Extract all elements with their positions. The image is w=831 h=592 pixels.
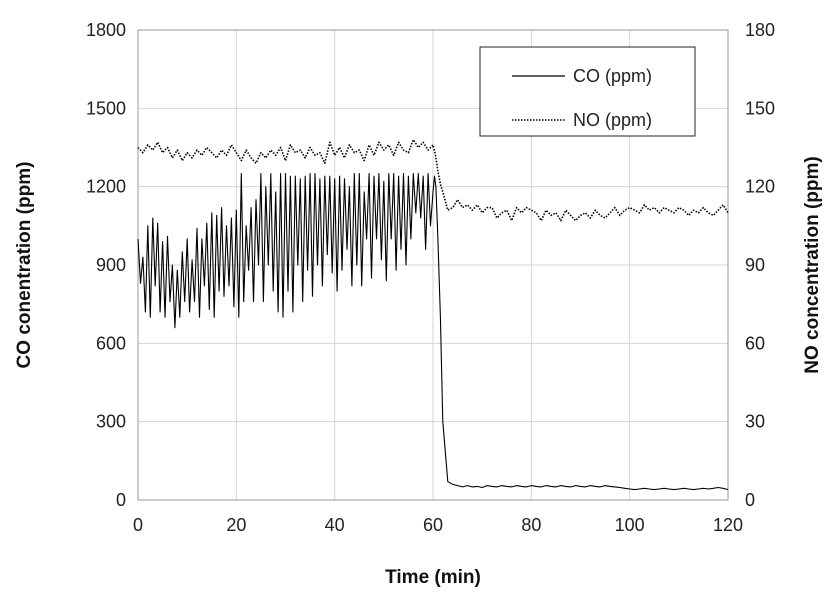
series-lines (137, 138, 729, 491)
left-y-tick-label: 1500 (86, 98, 126, 118)
legend-box (479, 46, 696, 137)
left-y-tick-label: 0 (116, 490, 126, 510)
right-y-tick-label: 60 (745, 333, 765, 353)
right-y-tick-label: 150 (745, 98, 775, 118)
left-y-axis-title: CO conentration (ppm) (14, 162, 35, 369)
x-tick-label: 100 (615, 515, 645, 535)
tick-labels: 0 20 40 60 80 100 1200300600900120015001800030… (86, 20, 775, 535)
legend: CO (ppm) NO (ppm) (479, 46, 696, 137)
x-tick-label: 80 (521, 515, 541, 535)
right-y-tick-label: 180 (745, 20, 775, 40)
right-y-axis-title: NO concentration (ppm) (802, 156, 823, 373)
right-y-tick-label: 0 (745, 490, 755, 510)
x-tick-label: 0 (133, 515, 143, 535)
x-axis-title: Time (min) (385, 567, 481, 588)
left-y-tick-label: 1800 (86, 20, 126, 40)
series-line-co (137, 173, 729, 491)
right-y-tick-label: 120 (745, 177, 775, 197)
left-y-tick-label: 900 (96, 255, 126, 275)
legend-label-co: CO (ppm) (573, 66, 652, 86)
left-y-tick-label: 600 (96, 333, 126, 353)
right-y-tick-label: 90 (745, 255, 765, 275)
right-y-tick-label: 30 (745, 412, 765, 432)
legend-label-no: NO (ppm) (573, 110, 652, 130)
left-y-tick-label: 300 (96, 412, 126, 432)
plot-area-border (137, 29, 729, 501)
series-line-no (137, 138, 729, 222)
x-tick-label: 20 (226, 515, 246, 535)
left-y-tick-label: 1200 (86, 177, 126, 197)
x-tick-label: 40 (325, 515, 345, 535)
x-tick-label: 60 (423, 515, 443, 535)
x-tick-label: 120 (713, 515, 743, 535)
